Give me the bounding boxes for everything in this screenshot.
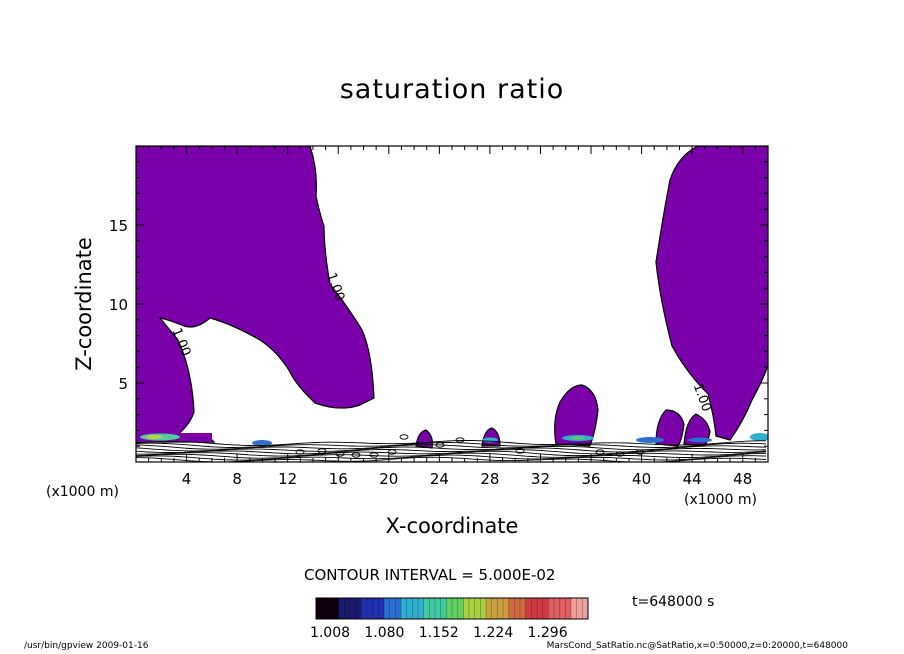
- x-tick-label: 48: [733, 470, 752, 488]
- chart-title: saturation ratio: [339, 74, 565, 105]
- x-unit-label-right: (x1000 m): [684, 492, 757, 508]
- footer-source: MarsCond_SatRatio.nc@SatRatio,x=0:50000,…: [546, 641, 848, 651]
- x-tick-label: 36: [581, 470, 600, 488]
- cloud-plume-28: [481, 427, 501, 447]
- x-tick-label: 4: [182, 470, 192, 488]
- supersaturated-region-right: [655, 146, 768, 441]
- x-unit-label-left: (x1000 m): [46, 484, 119, 500]
- high-saturation-patch: [571, 436, 585, 440]
- cloud-plume-36: [554, 384, 599, 447]
- x-tick-label: 8: [232, 470, 242, 488]
- y-tick-label: 15: [109, 217, 128, 235]
- x-tick-label: 24: [430, 470, 449, 488]
- colorbar-tick-label: 1.224: [473, 625, 513, 641]
- high-saturation-patch: [252, 440, 272, 446]
- high-saturation-patch: [750, 433, 768, 441]
- x-tick-label: 16: [329, 470, 348, 488]
- surface-contour-lines: [136, 434, 767, 462]
- high-saturation-patch: [688, 437, 712, 443]
- x-tick-label: 12: [278, 470, 297, 488]
- x-tick-label: 20: [379, 470, 398, 488]
- colorbar-frame: [315, 597, 589, 620]
- y-ticks: 5 10 15: [109, 161, 768, 447]
- cloud-plume-42: [655, 409, 685, 447]
- colorbar-tick-label: 1.080: [364, 625, 404, 641]
- contour-interval: CONTOUR INTERVAL = 5.000E-02: [304, 566, 556, 584]
- colorbar-tick-label: 1.296: [528, 625, 568, 641]
- colorbar-tick-label: 1.152: [419, 625, 459, 641]
- y-tick-label: 10: [109, 296, 128, 314]
- x-tick-label: 28: [480, 470, 499, 488]
- x-axis-label: X-coordinate: [385, 514, 519, 538]
- x-ticks: 4 8 12 16 20 24 28 32 36 40 44 48: [148, 146, 756, 488]
- supersaturated-region-left: [136, 146, 375, 443]
- x-tick-label: 32: [531, 470, 550, 488]
- cloud-plume-23: [415, 429, 433, 449]
- colorbar-tick-labels: 1.008 1.080 1.152 1.224 1.296: [310, 625, 568, 641]
- footer-program: /usr/bin/gpview 2009-01-16: [24, 641, 149, 651]
- y-tick-label: 5: [118, 375, 128, 393]
- x-tick-label: 40: [632, 470, 651, 488]
- high-saturation-patch: [146, 435, 162, 439]
- high-saturation-patch: [636, 437, 664, 443]
- colorbar-tick-label: 1.008: [310, 625, 350, 641]
- time-label: t=648000 s: [632, 594, 715, 610]
- x-tick-label: 44: [683, 470, 702, 488]
- colorbar: [315, 597, 589, 620]
